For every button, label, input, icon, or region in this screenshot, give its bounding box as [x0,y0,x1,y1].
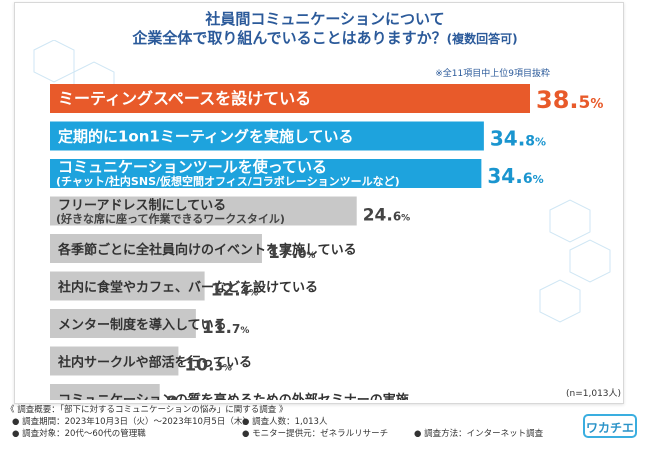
bar [50,159,482,188]
footer-provider: ● モニター提供元：ゼネラルリサーチ [242,429,389,439]
hexagon-pattern-right [539,199,611,323]
wakachie-logo: ワカチエ [583,414,637,438]
bar-sublabel: (チャット/社内SNS/仮想空間オフィス/コラボレーションツールなど) [56,174,400,188]
bar-label: ミーティングスペースを設けている [58,89,311,108]
value-label: 17.0% [268,243,316,263]
bar-group: フリーアドレス制にしている(好きな席に座って作業できるワークスタイル) 24.6% [50,196,411,226]
title-line-2: 企業全体で取り組んでいることはありますか？(複数回答可) [0,29,650,49]
value-label: 34.8% [490,127,546,151]
bar [50,234,262,263]
value-label: 8.8% [166,393,202,400]
title-line-1: 社員間コミュニケーションについて [205,10,445,28]
title-line-2-main: 企業全体で取り組んでいることはありますか？ [132,29,447,47]
footer-period: ● 調査期間：2023年10月3日（火）〜2023年10月5日（木） [12,417,251,427]
chart-title: 社員間コミュニケーションについて 企業全体で取り組んでいることはありますか？(複… [0,10,650,49]
bar-label: 社内サークルや部活を行っている [57,355,252,371]
bar-label: コミュニケーションの質を高めるための外部セミナーの実施 [58,392,409,400]
bar-chart: ミーティングスペースを設けている 38.5% 定期的に1on1ミーティングを実施して… [50,84,603,400]
sample-size: (n=1,013人) [566,389,622,399]
value-label: 11.7% [202,318,250,338]
value-label: 24.6% [363,206,411,226]
footer-method: ● 調査方法：インターネット調査 [414,429,544,439]
bar-label: フリーアドレス制にしている [58,198,226,214]
bar [50,196,357,226]
footer-target: ● 調査対象：20代〜60代の管理職 [12,429,146,439]
bar [50,384,160,400]
bar-label: 各季節ごとに全社員向けのイベントを実施している [57,242,357,258]
value-label: 12.4% [211,281,259,301]
bar-group: 定期的に1on1ミーティングを実施している 34.8% [50,121,546,151]
footer-respondents: ● 調査人数：1,013人 [242,417,328,427]
title-line-2-note: (複数回答可) [446,32,518,46]
bar-group: コミュニケーションの質を高めるための外部セミナーの実施8.8% [50,384,409,400]
value-label: 34.6% [487,164,543,188]
bar-sublabel: (好きな席に座って作業できるワークスタイル) [56,212,285,226]
bar-label: 社内に食堂やカフェ、バーなどを設けている [57,280,318,296]
bar-label: コミュニケーションツールを使っている [58,158,327,176]
value-label: 38.5% [536,86,603,114]
footer-heading: 《 調査概要：「部下に対するコミュニケーションの悩み」に関する調査 》 [6,405,288,415]
bar [50,346,179,376]
bar [50,309,196,338]
bar-group: ミーティングスペースを設けている 38.5% [50,84,603,114]
bar [50,271,205,301]
bar-label: メンター制度を導入している [58,317,227,333]
subset-note: ※全11項目中上位9項目抜粋 [435,69,550,79]
bar [50,121,484,151]
value-label: 10.3% [184,356,232,376]
bar [50,84,530,113]
bar-group: コミュニケーションツールを使っている(チャット/社内SNS/仮想空間オフィス/コ… [50,158,544,188]
bar-label: 定期的に1on1ミーティングを実施している [58,128,354,146]
